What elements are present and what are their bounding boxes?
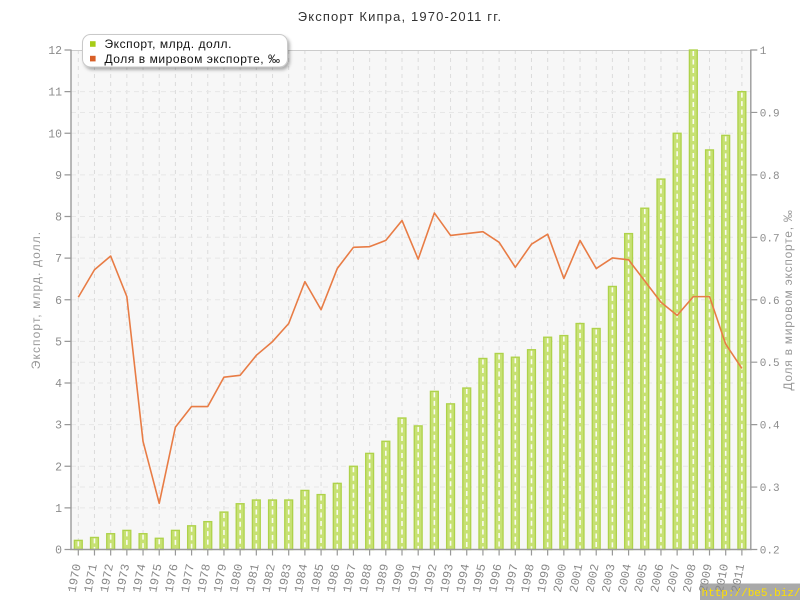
- svg-text:1996: 1996: [486, 563, 505, 594]
- svg-text:0: 0: [55, 545, 62, 558]
- svg-text:1: 1: [55, 503, 62, 516]
- svg-text:1991: 1991: [405, 563, 424, 594]
- svg-text:2011: 2011: [729, 563, 748, 594]
- svg-text:1972: 1972: [98, 563, 117, 594]
- svg-text:2004: 2004: [616, 563, 635, 594]
- svg-text:2007: 2007: [664, 563, 683, 594]
- svg-text:2001: 2001: [567, 563, 586, 594]
- svg-text:1981: 1981: [243, 563, 262, 594]
- svg-text:1997: 1997: [502, 563, 521, 594]
- svg-text:1983: 1983: [276, 563, 295, 594]
- svg-text:1977: 1977: [179, 563, 198, 594]
- svg-text:2010: 2010: [713, 563, 732, 594]
- svg-text:9: 9: [55, 170, 62, 183]
- svg-text:1984: 1984: [292, 563, 311, 594]
- svg-text:1986: 1986: [324, 563, 343, 594]
- svg-text:11: 11: [48, 87, 62, 100]
- svg-text:http://be5.biz/: http://be5.biz/: [702, 588, 800, 600]
- svg-text:0.4: 0.4: [760, 421, 780, 433]
- svg-text:4: 4: [55, 378, 62, 391]
- svg-text:6: 6: [55, 295, 62, 308]
- svg-text:1974: 1974: [130, 563, 149, 594]
- svg-text:1998: 1998: [519, 563, 538, 594]
- svg-text:Экспорт, млрд. долл.: Экспорт, млрд. долл.: [29, 231, 43, 370]
- svg-text:1995: 1995: [470, 563, 489, 594]
- svg-text:8: 8: [55, 212, 62, 225]
- svg-text:1975: 1975: [146, 563, 165, 594]
- svg-text:0.6: 0.6: [760, 296, 780, 308]
- svg-text:Доля в мировом экспорте, ‰: Доля в мировом экспорте, ‰: [105, 52, 281, 66]
- svg-text:1973: 1973: [114, 563, 133, 594]
- svg-text:Доля в мировом экспорте, ‰: Доля в мировом экспорте, ‰: [781, 209, 795, 390]
- svg-text:0.9: 0.9: [760, 108, 780, 120]
- svg-text:0.8: 0.8: [760, 171, 780, 183]
- svg-text:0.3: 0.3: [760, 483, 780, 495]
- svg-text:1992: 1992: [421, 563, 440, 594]
- svg-text:2008: 2008: [680, 563, 699, 594]
- svg-text:1990: 1990: [389, 563, 408, 594]
- svg-text:2: 2: [55, 461, 62, 474]
- svg-text:0.2: 0.2: [760, 546, 780, 558]
- svg-text:1987: 1987: [341, 563, 360, 594]
- svg-text:2006: 2006: [648, 563, 667, 594]
- svg-text:7: 7: [55, 253, 62, 266]
- svg-text:1980: 1980: [227, 563, 246, 594]
- svg-text:0.7: 0.7: [760, 233, 780, 245]
- svg-text:1993: 1993: [438, 563, 457, 594]
- svg-text:1985: 1985: [308, 563, 327, 594]
- svg-text:2009: 2009: [697, 563, 716, 594]
- svg-text:1988: 1988: [357, 563, 376, 594]
- svg-text:10: 10: [48, 128, 62, 141]
- svg-text:1989: 1989: [373, 563, 392, 594]
- svg-text:1971: 1971: [82, 563, 101, 594]
- svg-text:1999: 1999: [535, 563, 554, 594]
- svg-text:12: 12: [48, 45, 62, 58]
- svg-text:2005: 2005: [632, 563, 651, 594]
- svg-text:1994: 1994: [454, 563, 473, 594]
- svg-text:3: 3: [55, 420, 62, 433]
- svg-text:2003: 2003: [599, 563, 618, 594]
- svg-text:Экспорт Кипра, 1970-2011 гг.: Экспорт Кипра, 1970-2011 гг.: [298, 9, 503, 24]
- svg-text:1976: 1976: [162, 563, 181, 594]
- svg-text:2000: 2000: [551, 563, 570, 594]
- svg-text:1970: 1970: [65, 563, 84, 594]
- svg-text:1: 1: [760, 46, 767, 58]
- svg-text:1979: 1979: [211, 563, 230, 594]
- svg-text:5: 5: [55, 336, 62, 349]
- svg-text:1978: 1978: [195, 563, 214, 594]
- svg-text:0.5: 0.5: [760, 358, 780, 370]
- svg-text:1982: 1982: [260, 563, 279, 594]
- svg-text:2002: 2002: [583, 563, 602, 594]
- svg-text:Экспорт, млрд. долл.: Экспорт, млрд. долл.: [105, 37, 233, 51]
